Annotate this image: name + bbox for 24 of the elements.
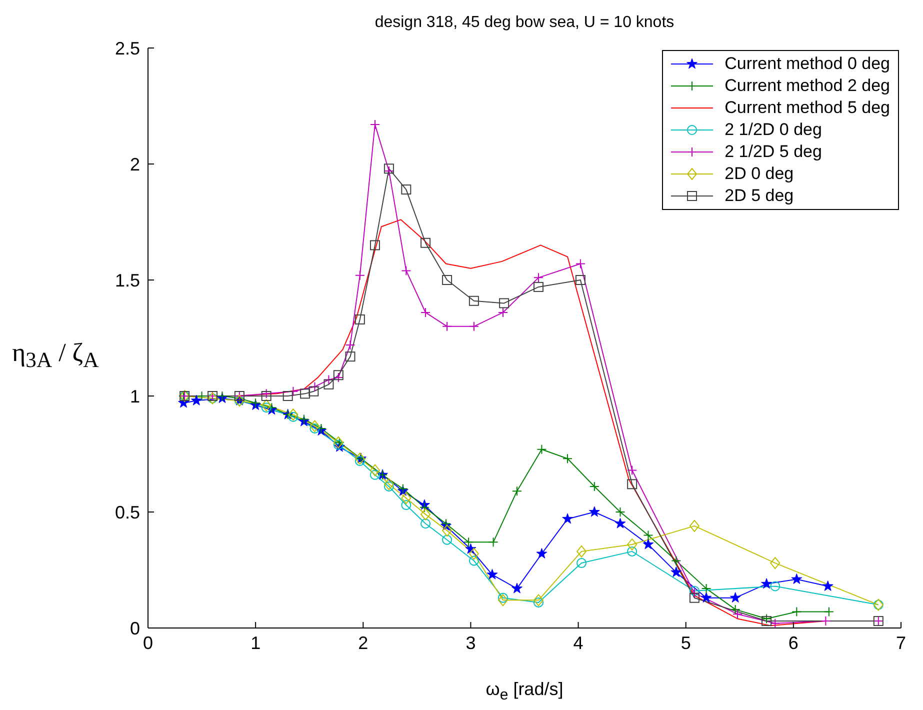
x-tick-label: 0 <box>142 632 154 653</box>
x-tick-label: 6 <box>788 632 798 653</box>
legend-label: 2 1/2D 0 deg <box>724 120 822 140</box>
y-axis-title: η$_{3A}$ / ζ$_{A}$ <box>12 338 99 374</box>
y-tick-label: 0 <box>130 618 140 638</box>
legend-label: Current method 5 deg <box>724 98 890 118</box>
legend-label: Current method 0 deg <box>724 54 890 74</box>
x-tick-label: 5 <box>680 632 691 653</box>
x-tick-label: 7 <box>896 632 906 653</box>
y-tick-label: 2.5 <box>114 38 140 58</box>
y-tick-label: 0.5 <box>114 502 140 522</box>
y-tick-label: 1 <box>130 386 140 406</box>
x-tick-label: 4 <box>573 632 584 653</box>
legend-label: 2 1/2D 5 deg <box>724 142 822 162</box>
y-tick-label: 2 <box>130 154 140 174</box>
legend-label: 2D 0 deg <box>724 164 794 184</box>
x-tick-label: 1 <box>250 632 261 653</box>
y-tick-label: 1.5 <box>114 270 140 290</box>
chart-title: design 318, 45 deg bow sea, U = 10 knots <box>374 14 676 32</box>
legend-label: Current method 2 deg <box>724 76 890 96</box>
x-tick-label: 2 <box>358 632 368 653</box>
x-tick-label: 3 <box>466 632 476 653</box>
x-axis-title: ω$_{e}$ [rad/s] <box>484 679 564 704</box>
legend-label: 2D 5 deg <box>724 186 794 206</box>
